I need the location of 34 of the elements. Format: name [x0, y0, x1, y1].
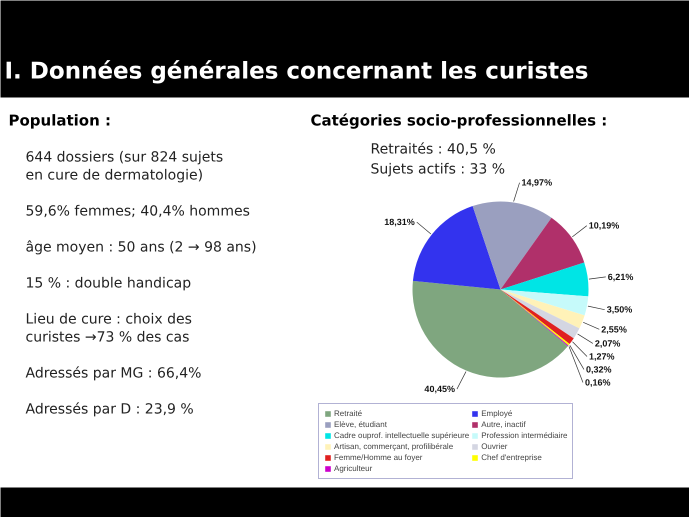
data-label: 0,16%	[584, 377, 610, 388]
legend-label: Autre, inactif	[481, 420, 526, 429]
legend-label: Elève, étudiant	[334, 420, 387, 429]
data-label: 1,27%	[589, 351, 615, 362]
text: âge moyen : 50 ans (2 → 98 ans)	[26, 240, 257, 256]
text: 15 % : double handicap	[26, 276, 192, 292]
text: Sujets actifs : 33 %	[370, 162, 506, 178]
text: 59,6% femmes; 40,4% hommes	[26, 204, 250, 220]
legend-label: Ouvrier	[481, 442, 508, 451]
data-label: 40,45%	[424, 384, 455, 394]
chart-subtitle: Catégories socio-professionnelles :	[310, 112, 608, 130]
text: Retraités : 40,5 %	[370, 142, 496, 158]
legend-label: Femme/Homme au foyer	[334, 453, 422, 462]
data-label: 2,55%	[601, 324, 627, 334]
legend-label: Artisan, commerçant, profilibérale	[334, 442, 454, 451]
data-label: 10,19%	[588, 220, 620, 231]
text: Lieu de cure : choix des curistes →73 % des cas	[26, 312, 192, 346]
text: 644 dossiers (sur 824 sujets en cure de dermatologie)	[26, 150, 224, 184]
legend-label: Retraité	[334, 409, 362, 418]
data-label: 6,21%	[608, 272, 634, 282]
legend-label: Agriculteur	[334, 464, 372, 473]
legend-label: Chef d'entreprise	[481, 453, 542, 462]
text: Adressés par D : 23,9 %	[26, 402, 194, 418]
text: Population :	[8, 112, 111, 130]
text: Adressés par MG : 66,4%	[26, 366, 202, 382]
data-label: 14,97%	[522, 178, 552, 188]
data-label: 2,07%	[594, 338, 620, 348]
chart-title: I. Données générales concernant les curistes	[4, 58, 588, 84]
legend-label: Employé	[481, 409, 512, 418]
legend-label: Profession intermédiaire	[481, 431, 568, 440]
data-label: 18,31%	[384, 217, 415, 228]
data-label: 3,50%	[606, 304, 632, 315]
data-label: 0,32%	[586, 364, 612, 374]
legend-label: Cadre ouprof. intellectuelle supérieure	[334, 431, 470, 440]
